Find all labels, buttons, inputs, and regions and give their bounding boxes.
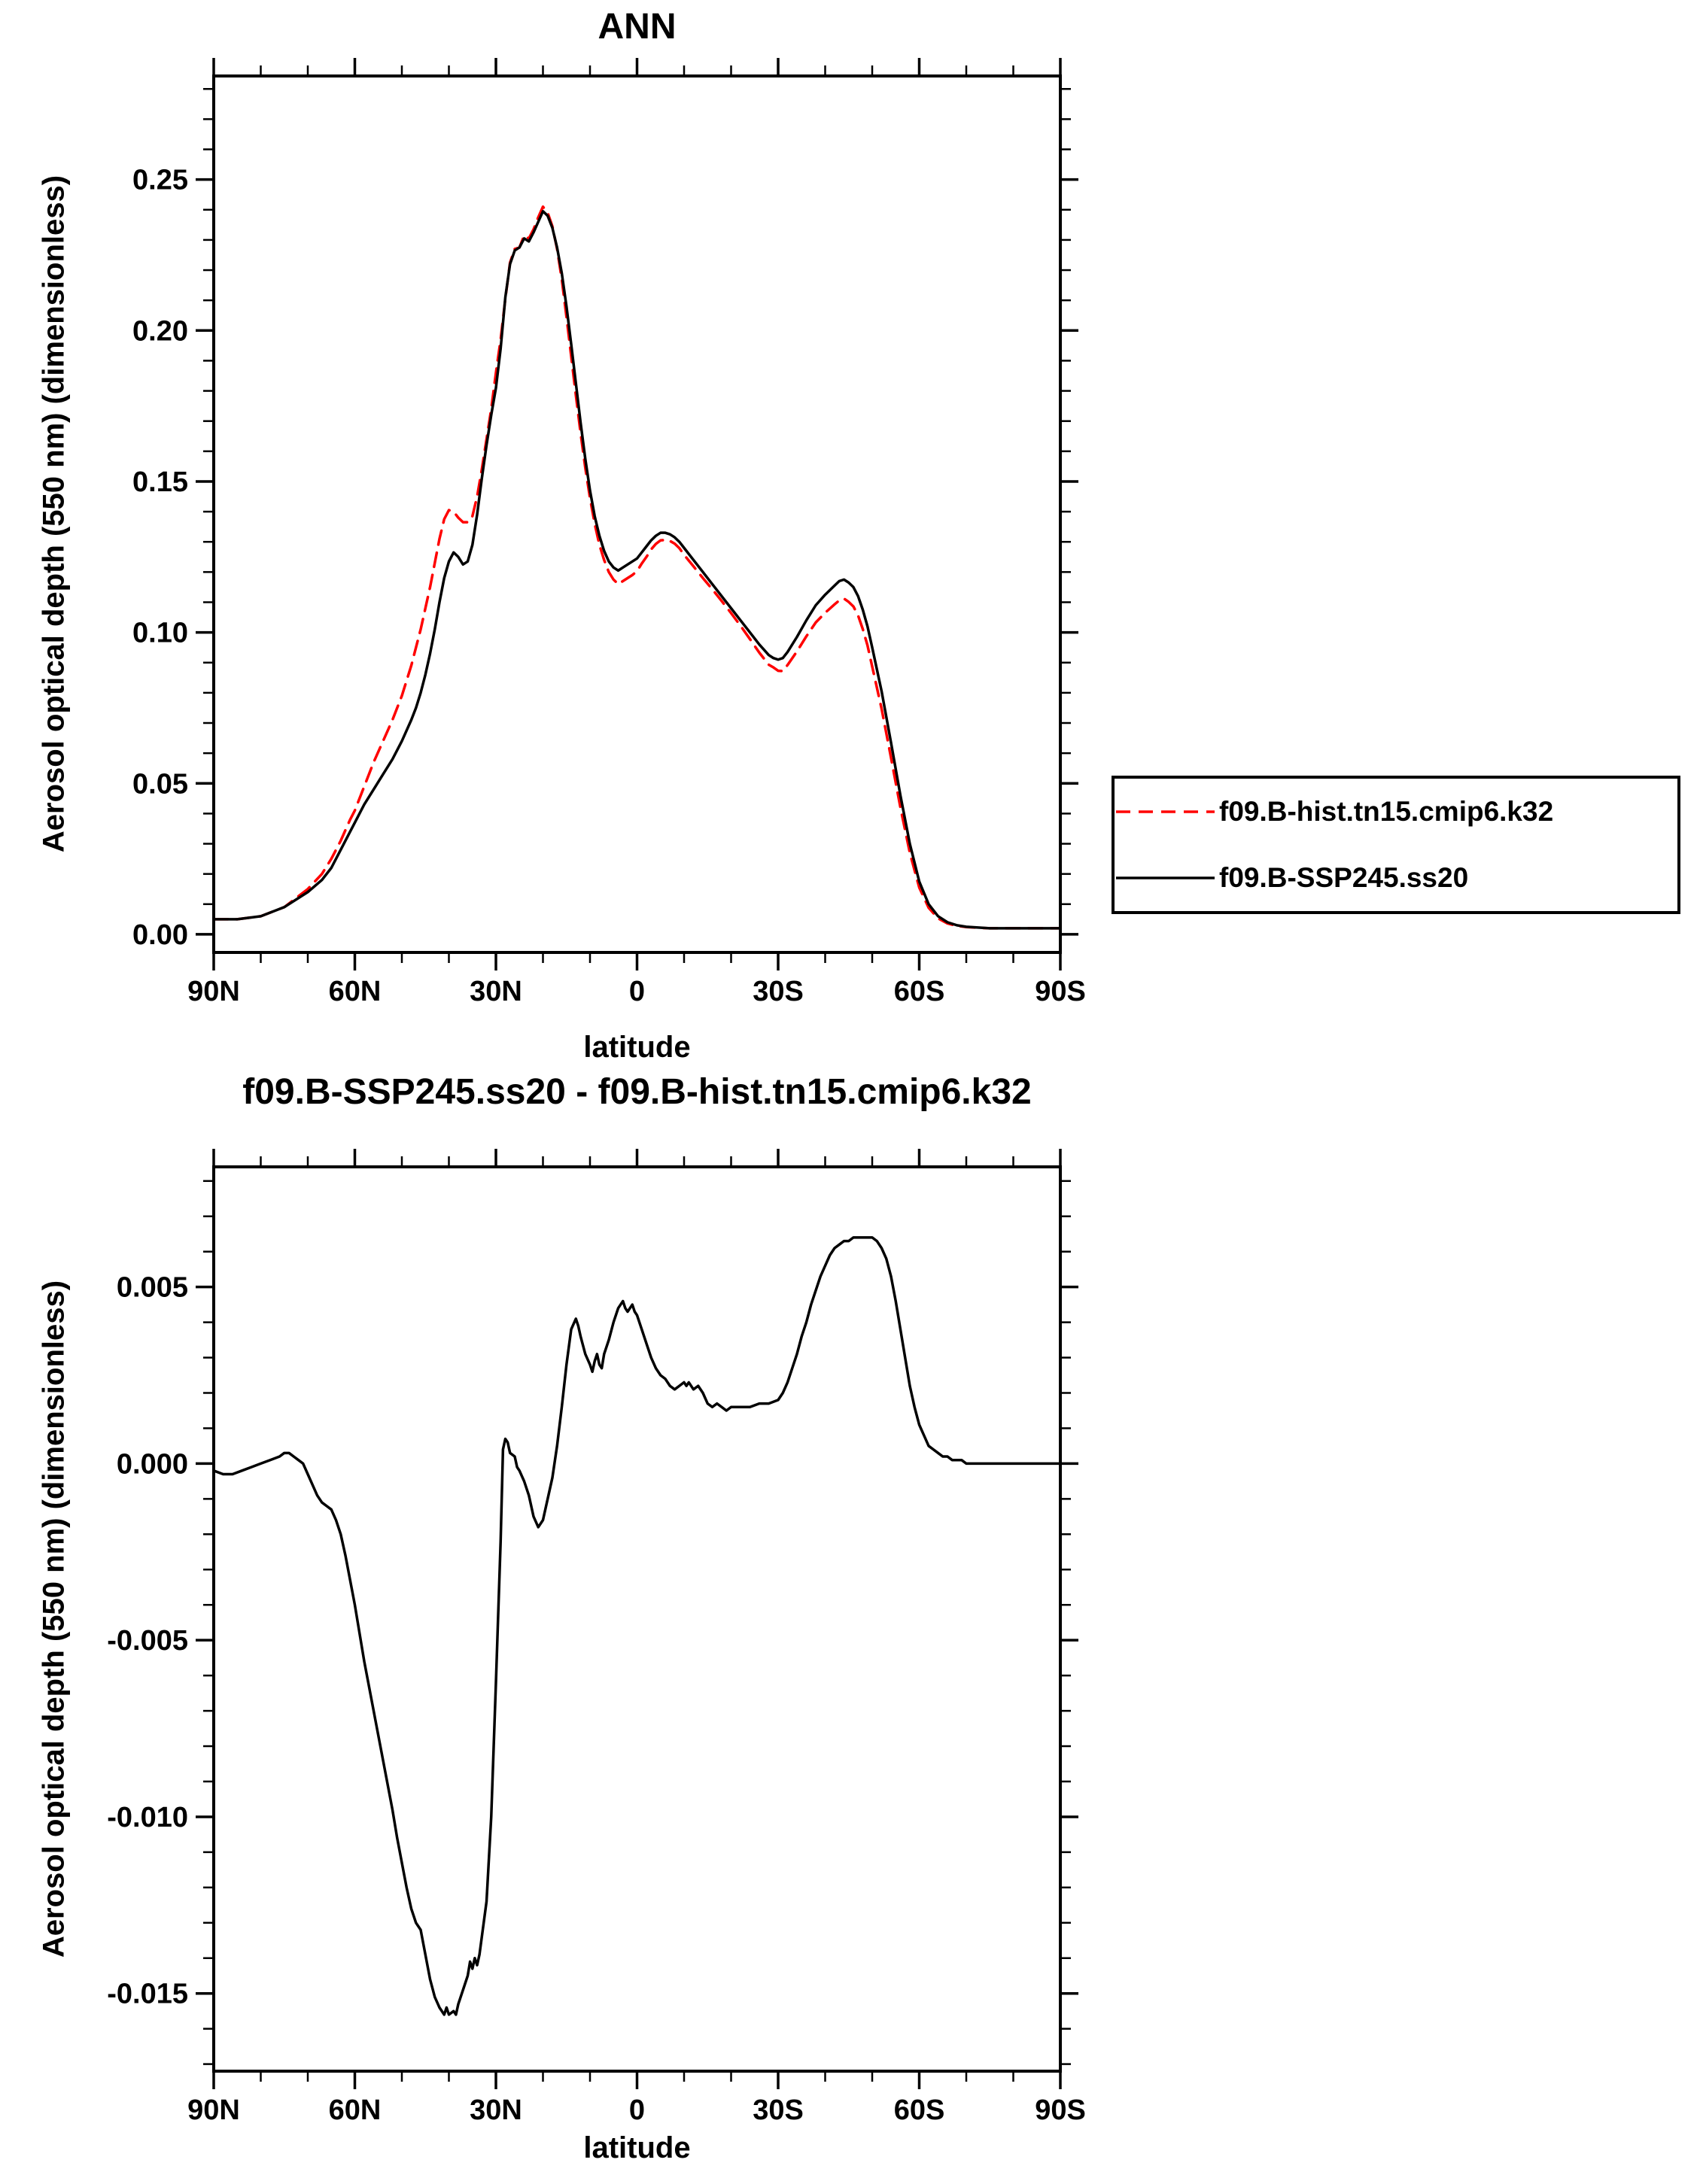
y-tick-label: 0.25 [132, 165, 188, 196]
plot-frame [212, 74, 1062, 954]
chart-ann-aod-by-latitude: 90N 60N 30N 0 30S 60S 90S 0.00 0.05 0.10 0.15 0.20 0… [132, 58, 1086, 1007]
y-tick-label: -0.005 [107, 1625, 188, 1657]
legend-line-sample-hist [1116, 810, 1215, 813]
y-tick-label: -0.010 [107, 1802, 188, 1833]
x-tick-label: 0 [629, 976, 645, 1007]
difference-chart-x-axis-label: latitude [583, 2131, 691, 2164]
legend-label-ssp245: f09.B-SSP245.ss20 [1219, 862, 1469, 893]
series-line-f09-b-hist-tn15-cmip6-k32 [212, 205, 1062, 930]
x-tick-label: 60N [329, 976, 382, 1007]
legend-label-hist: f09.B-hist.tn15.cmip6.k32 [1219, 796, 1554, 827]
top-chart-x-axis-label: latitude [583, 1031, 691, 1064]
x-tick-label: 30S [753, 976, 804, 1007]
y-tick-label: 0.05 [132, 768, 188, 800]
y-tick-label: 0.00 [132, 919, 188, 951]
y-tick-label: 0.000 [117, 1448, 188, 1480]
difference-chart-y-axis-label: Aerosol optical depth (550 nm) (dimensio… [37, 1280, 71, 1958]
chart-ann-aod-difference: 90N 60N 30N 0 30S 60S 90S -0.015 -0.010 -0.005 0.0… [107, 1149, 1086, 2126]
y-tick-label: 0.10 [132, 618, 188, 649]
legend-item-hist: f09.B-hist.tn15.cmip6.k32 [1115, 779, 1677, 845]
x-tick-label: 60S [894, 2094, 945, 2126]
top-chart-title: ANN [598, 7, 677, 47]
legend-item-ssp245: f09.B-SSP245.ss20 [1115, 845, 1677, 911]
x-tick-label: 30S [753, 2094, 804, 2126]
x-tick-label: 0 [629, 2094, 645, 2126]
x-tick-label: 90S [1035, 976, 1086, 1007]
series-line-f09-b-ssp245-ss20-minus-f09-b-hist-tn15-cmip6-k32 [212, 1236, 1062, 2016]
top-chart-y-axis-label: Aerosol optical depth (550 nm) (dimensio… [37, 175, 71, 853]
y-tick-label: 0.005 [117, 1272, 188, 1304]
difference-chart-title: f09.B-SSP245.ss20 - f09.B-hist.tn15.cmip… [242, 1072, 1032, 1112]
x-tick-label: 30N [470, 2094, 522, 2126]
x-tick-label: 60N [329, 2094, 382, 2126]
y-tick-label: 0.20 [132, 315, 188, 347]
x-tick-label: 90N [187, 2094, 240, 2126]
legend-line-sample-ssp245 [1116, 876, 1215, 879]
legend: f09.B-hist.tn15.cmip6.k32 f09.B-SSP245.s… [1112, 776, 1680, 914]
x-tick-label: 60S [894, 976, 945, 1007]
y-tick-label: -0.015 [107, 1979, 188, 2010]
x-tick-label: 90S [1035, 2094, 1086, 2126]
plot-frame [212, 1165, 1062, 2073]
x-tick-label: 30N [470, 976, 522, 1007]
series-line-f09-b-ssp245-ss20 [212, 210, 1062, 930]
x-tick-label: 90N [187, 976, 240, 1007]
y-tick-label: 0.15 [132, 466, 188, 498]
